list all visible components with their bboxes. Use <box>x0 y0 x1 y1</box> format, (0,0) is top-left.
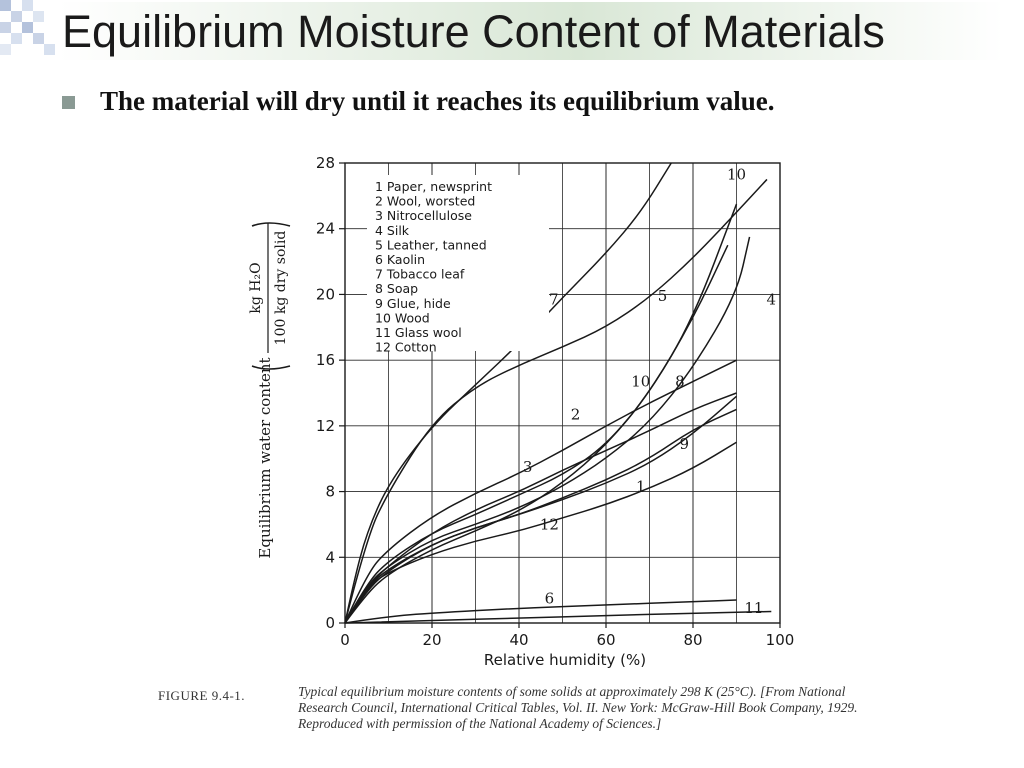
series-label-4: 4 <box>767 290 777 308</box>
series-line-12 <box>344 408 737 624</box>
series-line-1 <box>344 441 737 624</box>
x-tick-label: 0 <box>340 631 350 649</box>
legend-entry: 6 Kaolin <box>375 252 425 267</box>
legend-entry: 12 Cotton <box>375 340 437 355</box>
legend-entry: 11 Glass wool <box>375 325 462 340</box>
legend-entry: 1 Paper, newsprint <box>375 179 492 194</box>
series-label-9: 9 <box>680 435 690 453</box>
series-line-5 <box>344 178 768 624</box>
legend-entry: 10 Wood <box>375 310 430 325</box>
slide-title: Equilibrium Moisture Content of Material… <box>62 6 885 57</box>
legend-entry: 7 Tobacco leaf <box>375 267 465 282</box>
title-bar <box>58 2 1004 60</box>
y-tick-label: 24 <box>316 220 335 238</box>
y-tick-label: 28 <box>316 154 335 172</box>
legend-box <box>367 175 549 351</box>
y-axis-label: Equilibrium water content <box>256 357 274 558</box>
y-tick-label: 20 <box>316 285 335 303</box>
legend-entry: 3 Nitrocellulose <box>375 208 472 223</box>
series-label-1: 1 <box>636 478 646 496</box>
y-axis-unit-paren-close <box>251 222 291 227</box>
legend-entry: 8 Soap <box>375 281 418 296</box>
series-label-12: 12 <box>540 515 559 533</box>
series-label-11: 11 <box>744 599 763 617</box>
bullet-marker <box>62 96 75 109</box>
legend-entry: 4 Silk <box>375 223 410 238</box>
series-label-7: 7 <box>549 290 559 308</box>
y-tick-label: 16 <box>316 351 335 369</box>
y-tick-label: 4 <box>325 548 335 566</box>
y-tick-label: 8 <box>325 483 335 501</box>
series-line-7 <box>344 162 672 624</box>
y-axis-unit-paren-open <box>251 365 291 370</box>
x-tick-label: 60 <box>596 631 615 649</box>
x-axis-label: Relative humidity (%) <box>484 651 646 669</box>
series-line-9 <box>344 395 737 624</box>
x-tick-label: 40 <box>509 631 528 649</box>
y-tick-label: 0 <box>325 614 335 632</box>
series-line-2 <box>344 359 737 624</box>
series-line-3 <box>344 392 737 624</box>
y-tick-label: 12 <box>316 417 335 435</box>
series-label-5: 5 <box>658 287 668 305</box>
series-label-8: 8 <box>675 372 685 390</box>
series-label-6: 6 <box>545 589 555 607</box>
title-decoration <box>0 0 55 55</box>
y-axis-unit-numerator: kg H₂O <box>248 262 264 313</box>
plot-frame <box>344 162 781 624</box>
x-tick-label: 20 <box>422 631 441 649</box>
figure-caption-label: FIGURE 9.4-1. <box>158 688 246 703</box>
series-line-10 <box>344 203 738 624</box>
legend-entry: 9 Glue, hide <box>375 296 451 311</box>
chart-grid <box>345 163 780 623</box>
series-label-3: 3 <box>523 458 533 476</box>
bullet-text: The material will dry until it reaches i… <box>100 86 775 116</box>
figure-caption: Typical equilibrium moisture contents of… <box>298 684 858 731</box>
legend-entry: 2 Wool, worsted <box>375 194 475 209</box>
series-line-11 <box>344 610 772 624</box>
series-line-6 <box>344 599 737 624</box>
legend-entry: 5 Leather, tanned <box>375 237 487 252</box>
x-tick-label: 100 <box>766 631 795 649</box>
series-label-extra: 10 <box>727 165 746 183</box>
chart-series <box>344 162 772 624</box>
y-axis-unit-denominator: 100 kg dry solid <box>273 231 289 346</box>
x-tick-label: 80 <box>683 631 702 649</box>
series-label-10: 10 <box>631 372 650 390</box>
series-label-2: 2 <box>571 405 581 423</box>
